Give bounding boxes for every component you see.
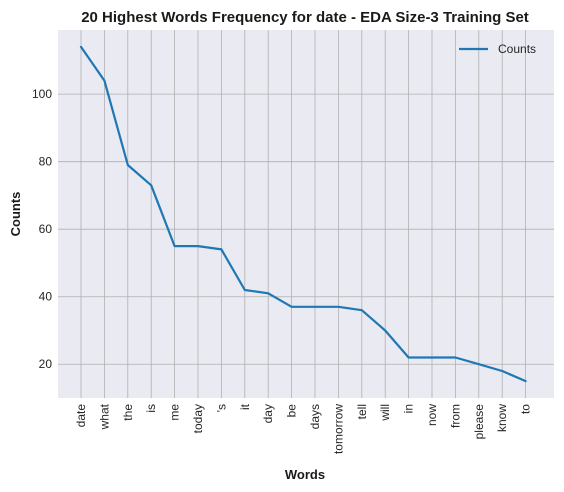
x-tick-label: today [191,404,205,433]
x-tick-label: tomorrow [331,404,345,454]
x-tick-label: date [74,404,88,428]
legend: Counts [459,42,536,56]
x-tick-label: it [238,403,252,410]
y-tick-labels: 20 40 60 80 100 [32,87,52,371]
y-tick-label: 40 [39,290,53,304]
x-axis-label: Words [285,467,325,482]
x-tick-label: from [448,404,462,428]
x-tick-label: me [168,404,182,421]
x-tick-label: what [97,403,111,430]
grid-lines [58,30,554,398]
y-tick-label: 100 [32,87,52,101]
x-tick-label: 's [214,404,228,412]
x-tick-label: the [121,404,135,421]
x-tick-label: now [425,404,439,426]
legend-label-counts: Counts [498,42,536,56]
x-tick-label: tell [355,404,369,419]
x-tick-label: in [402,404,416,413]
y-axis-label: Counts [8,192,23,237]
x-tick-label: know [495,404,509,432]
x-tick-label: to [519,404,533,414]
plot-area [58,30,554,398]
y-tick-label: 60 [39,222,53,236]
series-line-counts [79,45,527,383]
y-tick-label: 80 [39,155,53,169]
y-tick-label: 20 [39,357,53,371]
x-tick-label: will [378,404,392,422]
x-tick-label: days [308,404,322,429]
x-tick-label: be [285,404,299,418]
chart-title: 20 Highest Words Frequency for date - ED… [81,9,529,26]
x-tick-label: please [472,404,486,440]
x-tick-label: is [144,404,158,413]
x-tick-label: day [261,404,275,423]
x-tick-labels: date what the is me today 's it day be days tomorro… [74,403,533,454]
